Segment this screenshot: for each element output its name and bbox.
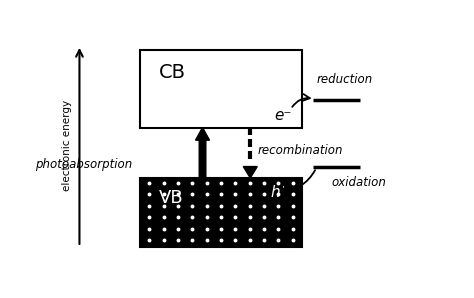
Text: reduction: reduction	[316, 73, 373, 86]
Text: photoabsorption: photoabsorption	[36, 158, 133, 171]
Text: CB: CB	[158, 63, 185, 82]
Bar	[140, 49, 301, 128]
FancyArrow shape	[196, 128, 210, 178]
Text: recombination: recombination	[258, 144, 343, 157]
Text: oxidation: oxidation	[331, 176, 386, 189]
FancyArrow shape	[243, 167, 257, 178]
Bar	[140, 178, 301, 247]
Text: h⁺: h⁺	[271, 185, 289, 200]
Text: electronic energy: electronic energy	[62, 100, 72, 191]
Text: VB: VB	[158, 190, 183, 207]
Text: e⁻: e⁻	[274, 108, 292, 123]
